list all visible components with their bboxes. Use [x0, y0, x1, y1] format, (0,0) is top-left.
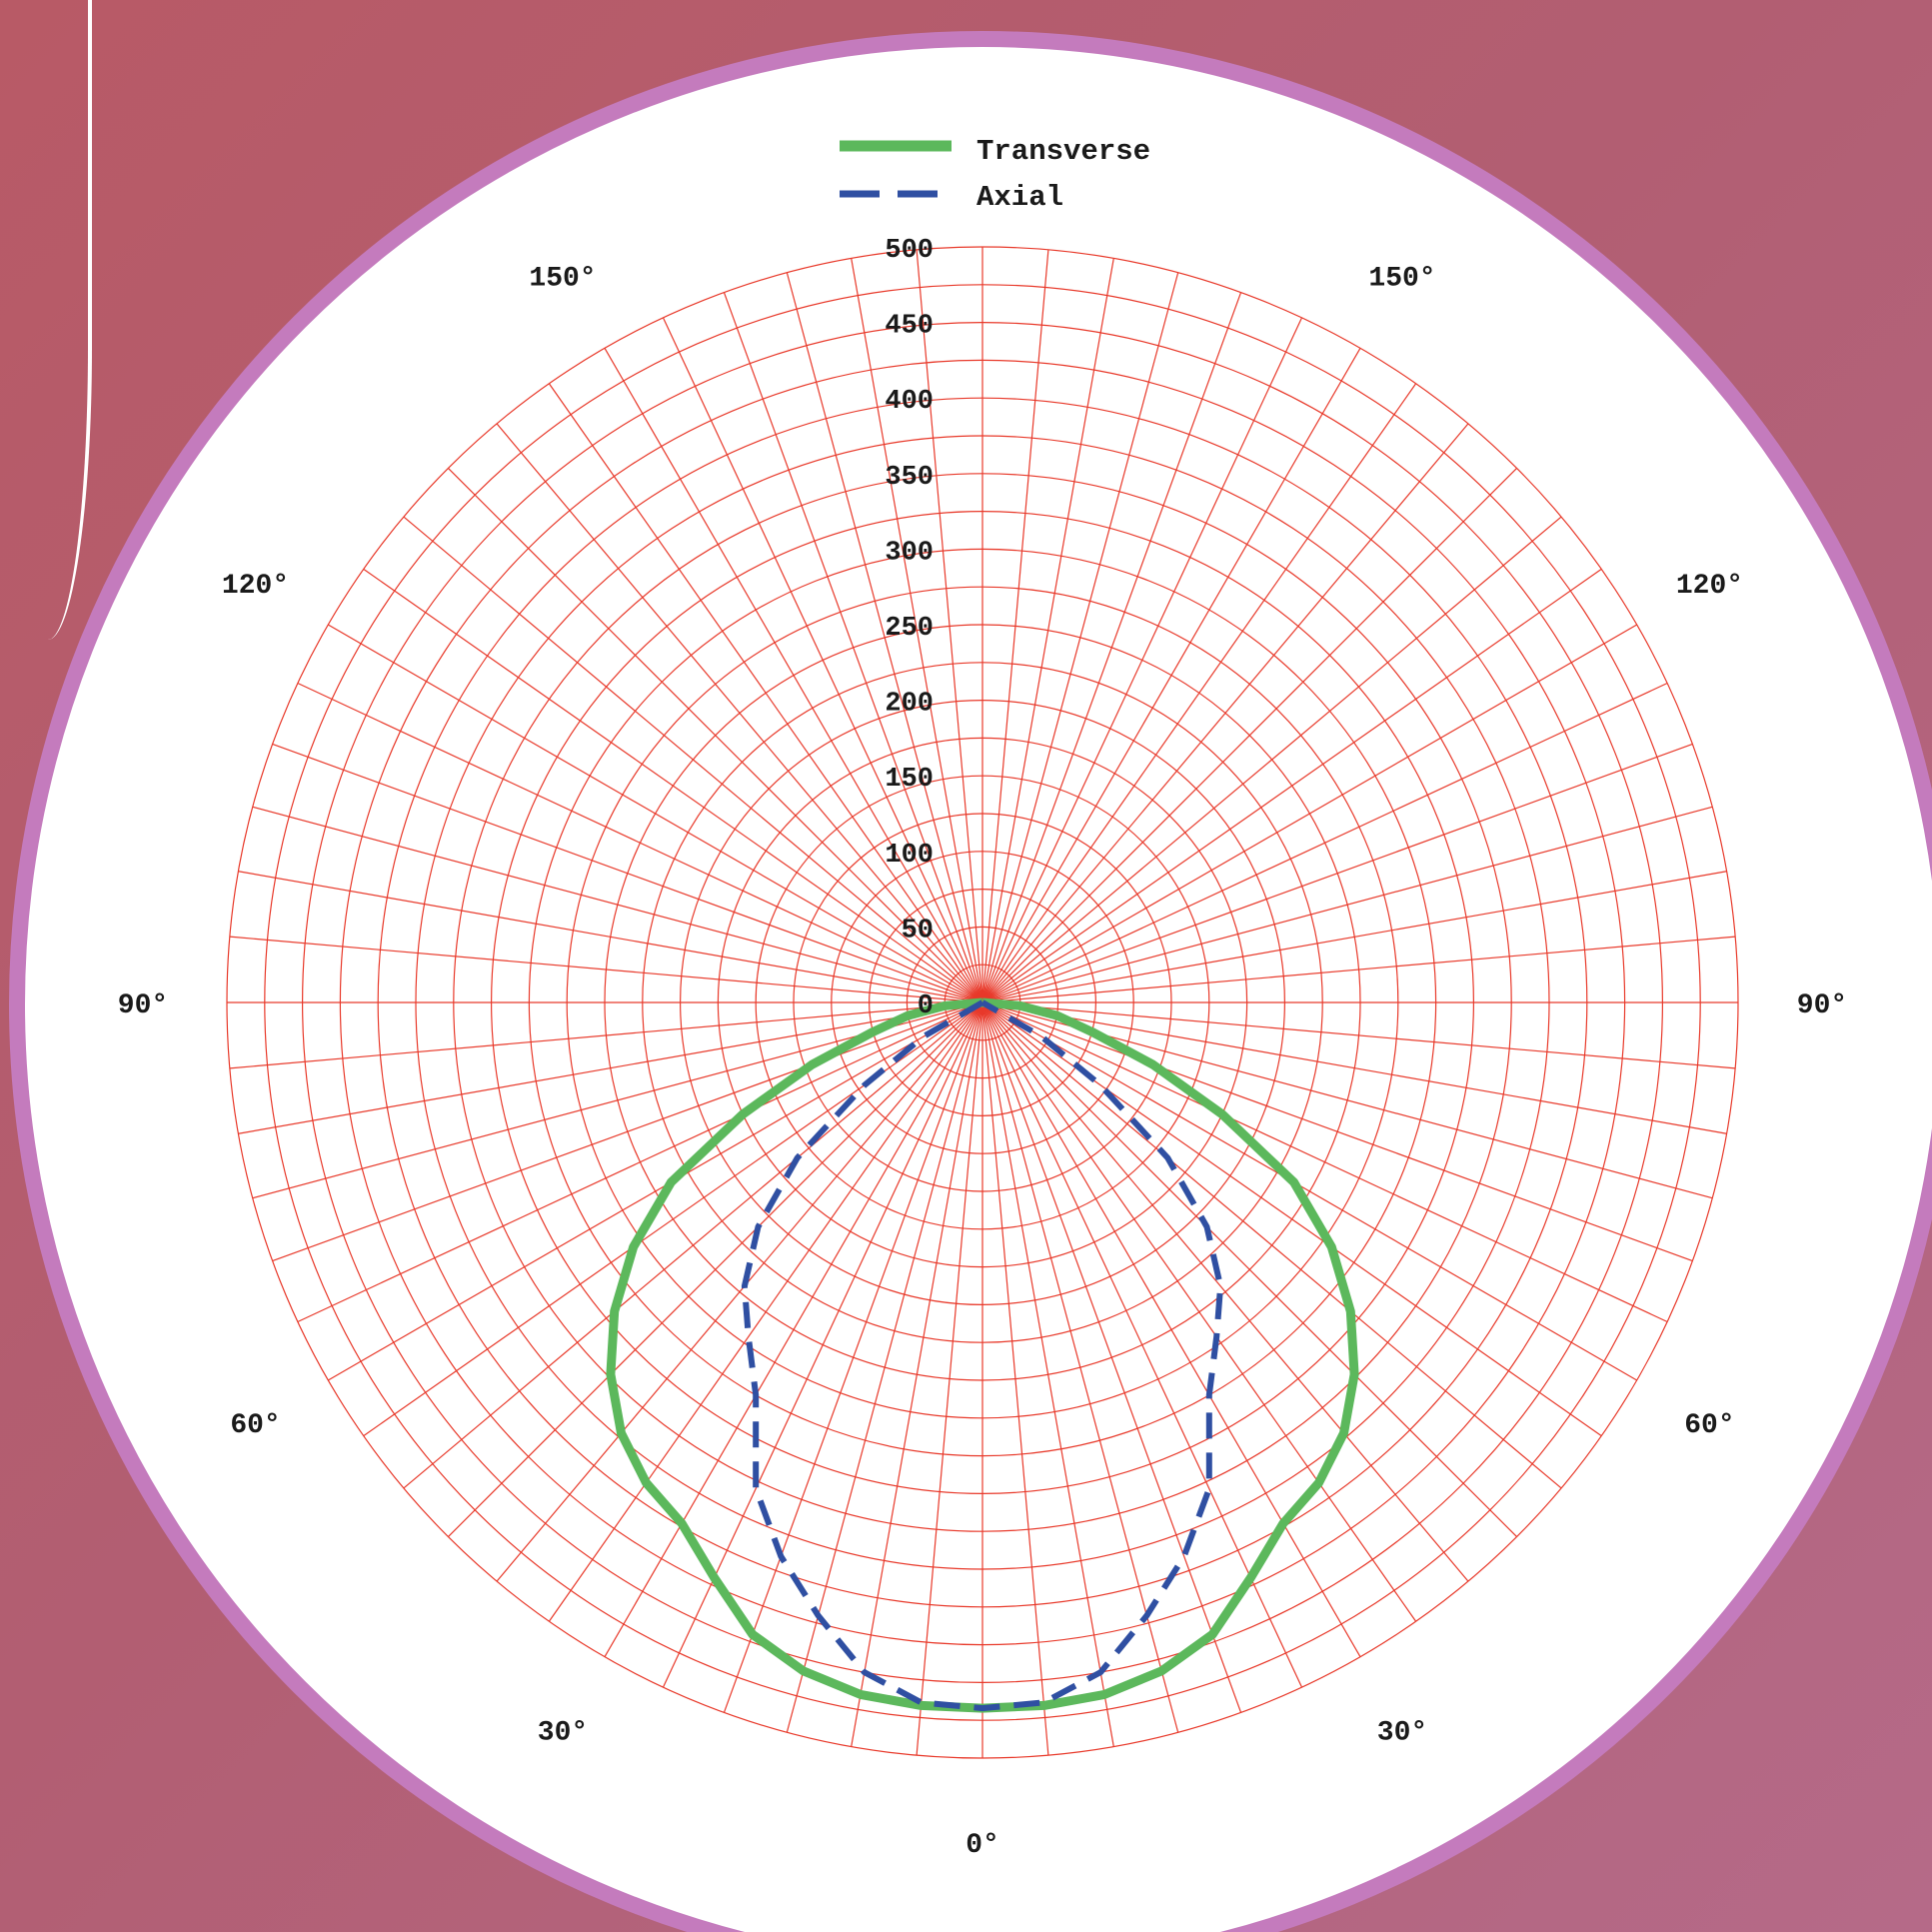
- radial-tick-labels: 0 50 100 150 200 250 300 350 400 450 500: [885, 236, 934, 1021]
- grid-spoke: [448, 468, 983, 1003]
- grid-spoke: [981, 1001, 1242, 1713]
- grid-spoke: [252, 806, 983, 1003]
- grid-spoke: [981, 1001, 1179, 1733]
- grid-spoke: [981, 383, 1417, 1003]
- grid-spoke: [981, 258, 1114, 1003]
- grid-spoke: [238, 1001, 983, 1134]
- grid-spoke: [981, 1001, 1114, 1747]
- grid-spoke: [604, 347, 983, 1003]
- angle-label: 60°: [1684, 1410, 1734, 1441]
- grid-spoke: [723, 1001, 983, 1713]
- r-tick-label: 0: [918, 991, 934, 1021]
- grid-spoke: [403, 516, 983, 1003]
- grid-spoke: [981, 272, 1179, 1003]
- angle-label: 90°: [1797, 990, 1847, 1021]
- r-tick-label: 400: [885, 387, 934, 417]
- grid-spoke: [851, 1001, 983, 1747]
- grid-spoke: [981, 1001, 1361, 1658]
- r-tick-label: 200: [885, 690, 934, 720]
- grid-spoke: [981, 1001, 1469, 1582]
- grid-spoke: [981, 1001, 1668, 1323]
- angle-labels: 0° 30° 30° 60° 60° 90° 90° 120° 120° 150° 150°: [118, 264, 1847, 1861]
- grid-spoke: [981, 423, 1469, 1003]
- grid-spoke: [981, 468, 1517, 1003]
- grid-spoke: [403, 1001, 983, 1489]
- grid-spoke: [981, 347, 1361, 1003]
- decorative-curve-line: [48, 0, 92, 640]
- r-tick-label: 500: [885, 236, 934, 266]
- series-layer: [606, 997, 1359, 1713]
- angle-label: 120°: [1676, 571, 1743, 602]
- legend-label-axial: Axial: [976, 181, 1063, 214]
- grid-spoke: [981, 249, 1049, 1003]
- legend: Transverse Axial: [840, 135, 1150, 214]
- series-line-axial: [741, 999, 1224, 1712]
- grid-spoke: [981, 682, 1668, 1003]
- grid-spoke: [238, 871, 983, 1003]
- grid-spoke: [786, 1001, 983, 1733]
- grid-spoke: [916, 249, 983, 1003]
- grid-spoke: [272, 1001, 983, 1262]
- grid-spoke: [981, 1001, 1727, 1134]
- grid-spoke: [981, 1001, 1693, 1262]
- grid-spoke: [916, 1001, 983, 1756]
- polar-grid: [226, 246, 1739, 1759]
- grid-spoke: [981, 871, 1727, 1003]
- grid-spoke: [851, 258, 983, 1003]
- angle-label: 30°: [1377, 1717, 1427, 1748]
- grid-spoke: [496, 423, 983, 1003]
- r-tick-label: 50: [902, 916, 934, 946]
- grid-spoke: [981, 292, 1242, 1003]
- angle-label: 150°: [1368, 264, 1435, 295]
- grid-spoke: [229, 936, 983, 1003]
- grid-spoke: [229, 1001, 983, 1069]
- legend-label-transverse: Transverse: [976, 135, 1150, 168]
- grid-spoke: [786, 272, 983, 1003]
- grid-spoke: [297, 1001, 983, 1323]
- angle-label: 60°: [230, 1410, 280, 1441]
- grid-spoke: [981, 1001, 1417, 1622]
- grid-spoke: [981, 1001, 1562, 1489]
- grid-spoke: [981, 1001, 1517, 1537]
- r-tick-label: 100: [885, 841, 934, 871]
- grid-spoke: [548, 1001, 983, 1622]
- grid-spoke: [327, 1001, 983, 1381]
- r-tick-label: 450: [885, 312, 934, 342]
- r-tick-label: 350: [885, 463, 934, 493]
- grid-spoke: [981, 936, 1736, 1003]
- grid-spoke: [981, 624, 1638, 1003]
- grid-spoke: [363, 568, 983, 1003]
- grid-spoke: [297, 682, 983, 1003]
- grid-spoke: [981, 1001, 1049, 1756]
- grid-spoke: [496, 1001, 983, 1582]
- grid-spoke: [662, 317, 983, 1003]
- grid-spoke: [272, 743, 983, 1003]
- grid-spoke: [327, 624, 983, 1003]
- grid-spoke: [723, 292, 983, 1003]
- r-tick-label: 150: [885, 765, 934, 795]
- grid-spoke: [981, 1001, 1638, 1381]
- angle-label: 30°: [538, 1717, 588, 1748]
- grid-spoke: [981, 743, 1693, 1003]
- grid-spoke: [448, 1001, 983, 1537]
- grid-spoke: [981, 516, 1562, 1003]
- grid-spoke: [981, 317, 1303, 1003]
- r-tick-label: 250: [885, 614, 934, 644]
- angle-label: 120°: [222, 571, 289, 602]
- angle-label: 90°: [118, 990, 168, 1021]
- r-tick-label: 300: [885, 538, 934, 568]
- grid-spoke: [604, 1001, 983, 1658]
- grid-spoke: [981, 1001, 1736, 1069]
- grid-spoke: [981, 568, 1602, 1003]
- angle-label: 150°: [529, 264, 596, 295]
- grid-spoke: [981, 806, 1713, 1003]
- angle-label: 0°: [966, 1830, 999, 1861]
- grid-spoke: [548, 383, 983, 1003]
